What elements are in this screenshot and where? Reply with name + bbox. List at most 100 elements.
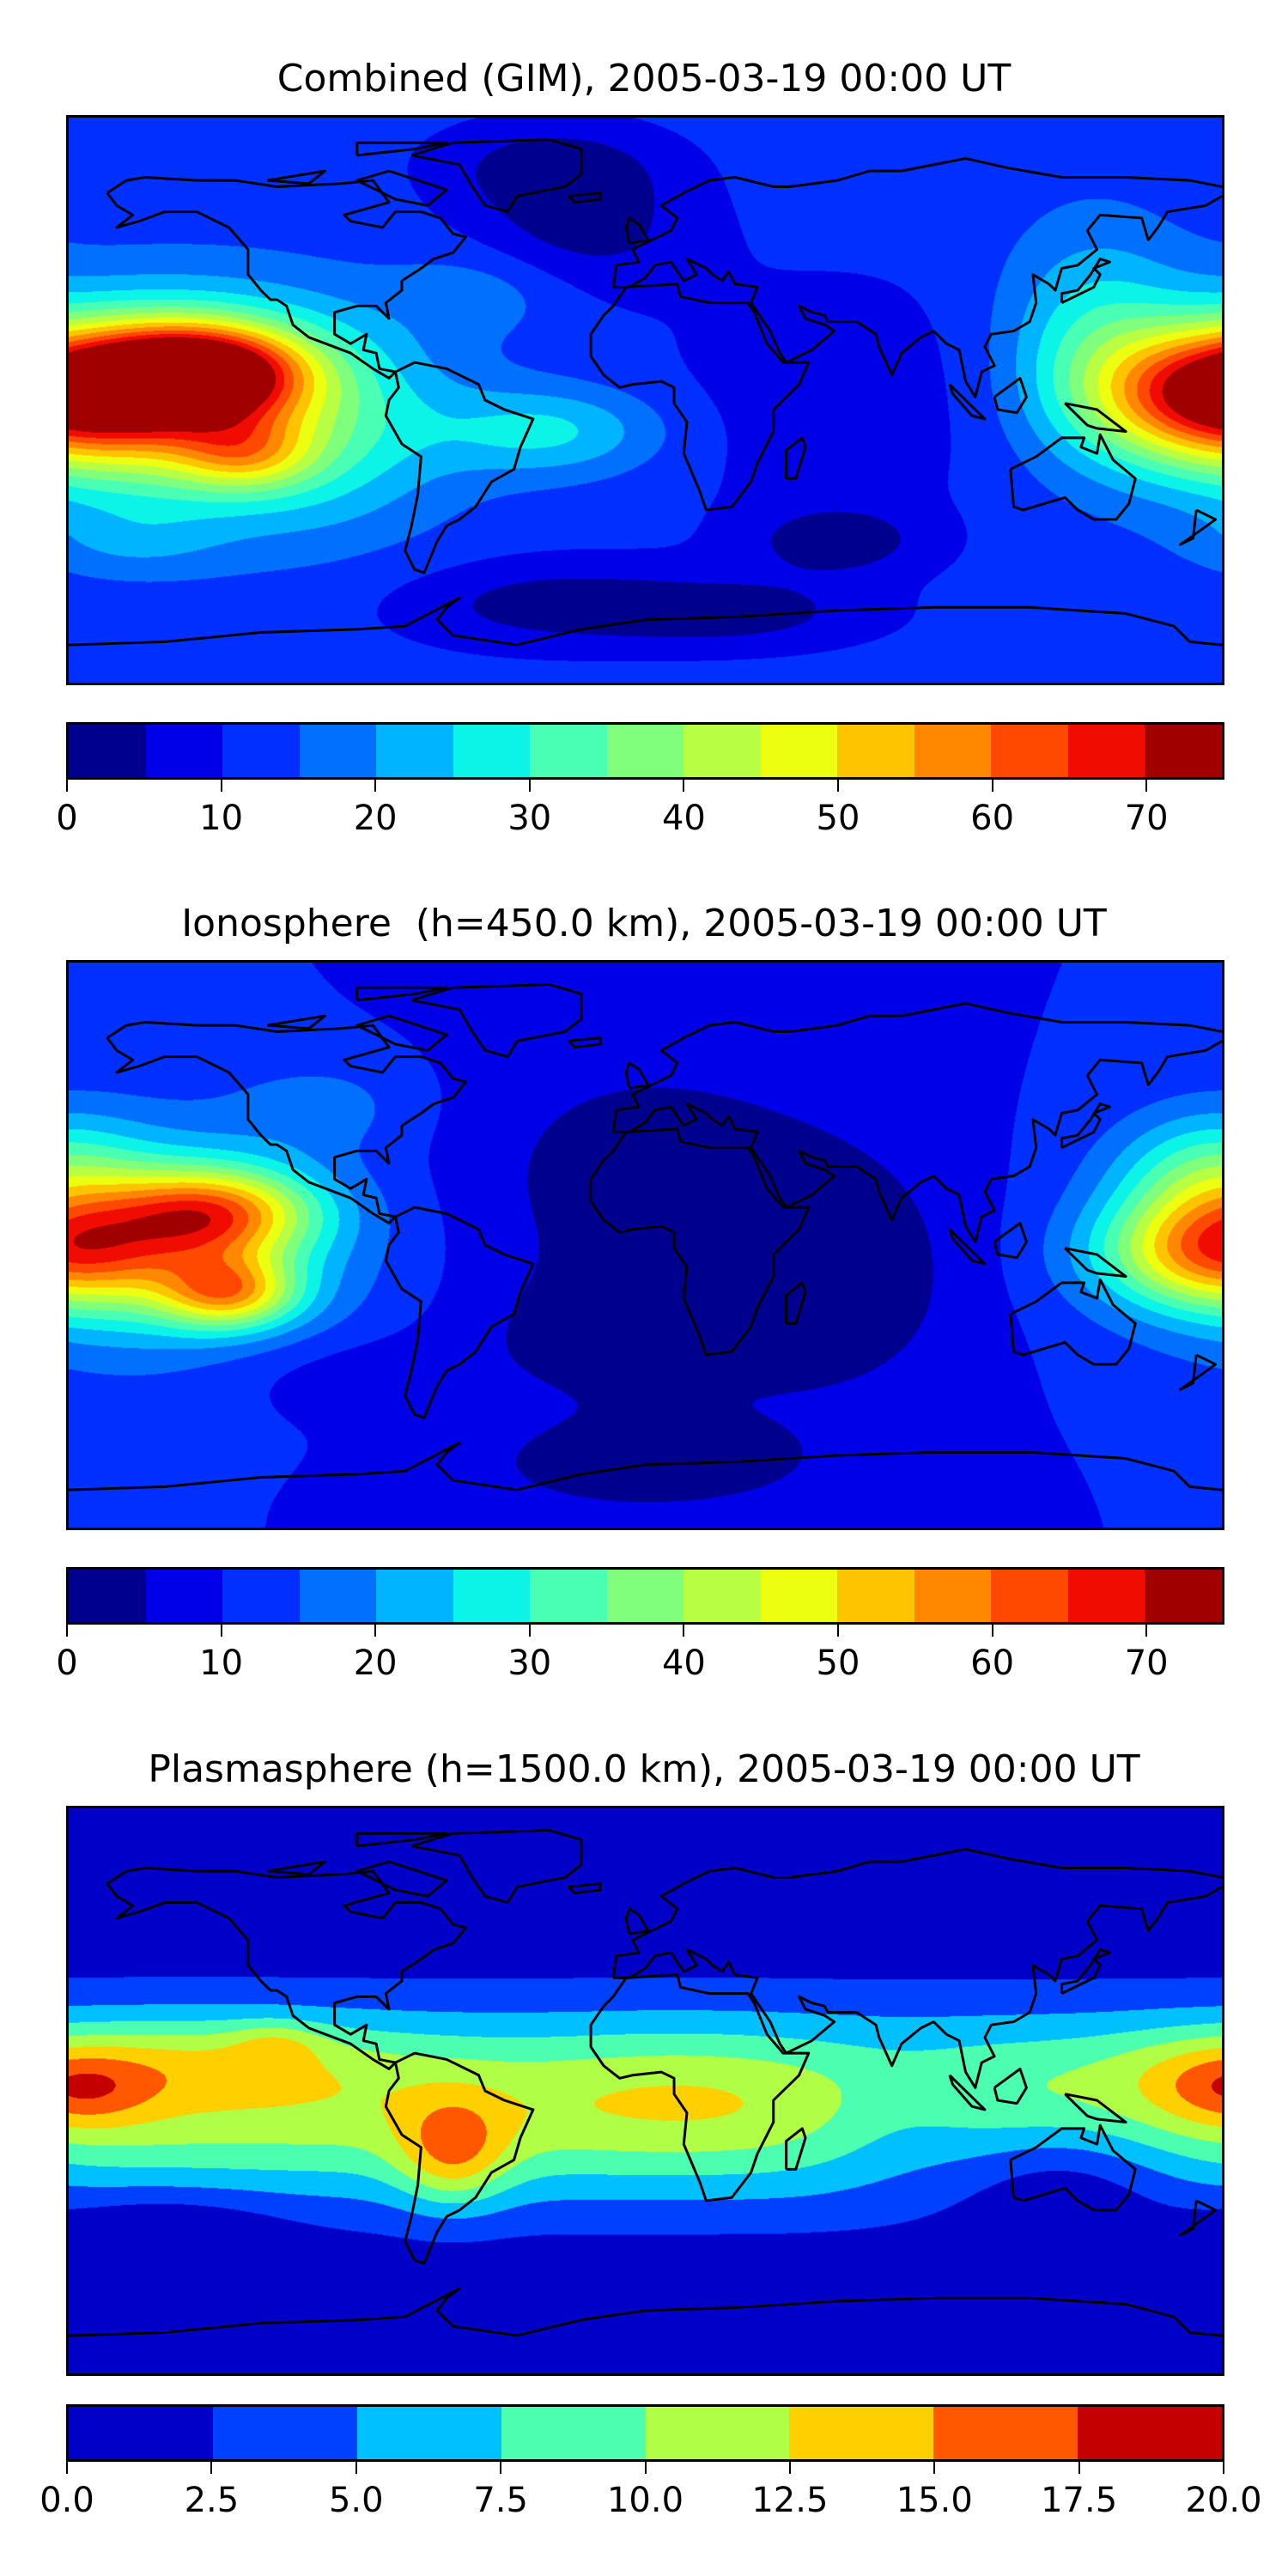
coastline [1064,2093,1127,2124]
coastline [410,138,583,214]
colorbar-segment [530,725,607,777]
colorbar-segment [212,2407,357,2459]
colorbar-tick [683,780,685,792]
colorbar-tick-label: 12.5 [751,2481,829,2520]
colorbar-tick-label: 7.5 [473,2481,528,2520]
coastline [993,376,1028,415]
coastline [993,2067,1028,2105]
plot-title: Plasmasphere (h=1500.0 km), 2005-03-19 0… [148,1747,1140,1791]
colorbar-tick [220,1625,222,1637]
colorbar-segment [299,1570,377,1622]
colorbar-tick [528,1625,531,1637]
colorbar-tick [500,2462,502,2474]
colorbar-segment [299,725,377,777]
colorbar-tick-label: 0.0 [39,2481,94,2520]
colorbar-segment [683,725,761,777]
coastline [624,1061,650,1090]
coastlines [69,983,1222,1492]
coastline [355,169,448,207]
colorbar-segment [69,1570,146,1622]
map-axes [66,1806,1224,2376]
colorbar-segment [1067,725,1145,777]
colorbar-tick-label: 30 [507,1643,552,1683]
coastline [1179,2199,1218,2237]
coastline [1064,402,1127,434]
colorbar-tick-label: 0 [56,1643,78,1683]
coastline [567,1882,602,1895]
coastline [69,2287,1222,2337]
colorbar-segment [760,1570,838,1622]
coastline [589,1127,811,1357]
colorbar-tick-label: 17.5 [1041,2481,1118,2520]
coastline [948,383,987,421]
colorbar-tick [528,780,531,792]
coastline [1060,1103,1111,1149]
coastline [611,157,1222,288]
colorbar-segment [914,1570,992,1622]
colorbar-segment [837,1570,914,1622]
colorbar [66,722,1224,780]
colorbar-segment [1145,725,1222,777]
colorbar-tick [1078,2462,1080,2474]
colorbar-tick-label: 0 [56,799,78,838]
coastline [948,1228,987,1266]
coastline [948,2074,987,2111]
coastline [1179,508,1218,546]
colorbar-segment [356,2407,501,2459]
colorbar-segment [760,725,838,777]
colorbar-tick [66,2462,68,2474]
coastline [267,169,326,185]
colorbar-tick [991,1625,993,1637]
coastline [355,986,448,1002]
coastline [106,1020,468,1224]
colorbar-tick [683,1625,685,1637]
colorbar-tick-label: 70 [1124,1643,1169,1683]
colorbar-segment [501,2407,646,2459]
tec-heatmap [69,118,1222,683]
coastline [69,596,1222,647]
colorbar-segment [606,1570,684,1622]
colorbar-segment [789,2407,934,2459]
colorbar-segment [837,725,914,777]
coastlines [69,138,1222,647]
colorbar-segment [453,725,531,777]
coastline [384,1206,535,1419]
colorbar-tick [1223,2462,1224,2474]
coastline [410,983,583,1059]
colorbar-segment [69,725,146,777]
colorbar-tick-label: 50 [816,1643,860,1683]
colorbar-segment [530,1570,607,1622]
plot-title: Ionosphere (h=450.0 km), 2005-03-19 00:0… [181,902,1107,945]
coastline [613,1040,1222,1243]
colorbar-tick [1145,1625,1148,1637]
coastline [355,141,448,157]
colorbar-tick [788,2462,791,2474]
coastline [785,1281,807,1325]
colorbar-segment [222,1570,300,1622]
colorbar-tick [837,780,839,792]
colorbar-tick [220,780,222,792]
coastline [1009,2123,1137,2212]
colorbar-segment [914,725,992,777]
colorbar-segment [606,725,684,777]
coastline [106,175,468,380]
tec-heatmap [69,963,1222,1528]
coastline [410,1829,583,1905]
colorbar-segment [683,1570,761,1622]
coastline [611,1848,1222,1978]
colorbar-tick [355,2462,357,2474]
map-axes [66,115,1224,685]
colorbar-segment [1078,2407,1222,2459]
coastline [624,1907,650,1935]
colorbar-tick-label: 20.0 [1185,2481,1262,2520]
tec-heatmap [69,1808,1222,2373]
coastline [384,361,535,574]
coastline [567,191,602,204]
coastline [589,1973,811,2202]
colorbar-tick-label: 40 [661,1643,706,1683]
colorbar-tick [837,1625,839,1637]
coastline [355,1832,448,1848]
colorbar-segment [991,1570,1068,1622]
colorbar-tick [1145,780,1148,792]
coastline [785,436,807,480]
